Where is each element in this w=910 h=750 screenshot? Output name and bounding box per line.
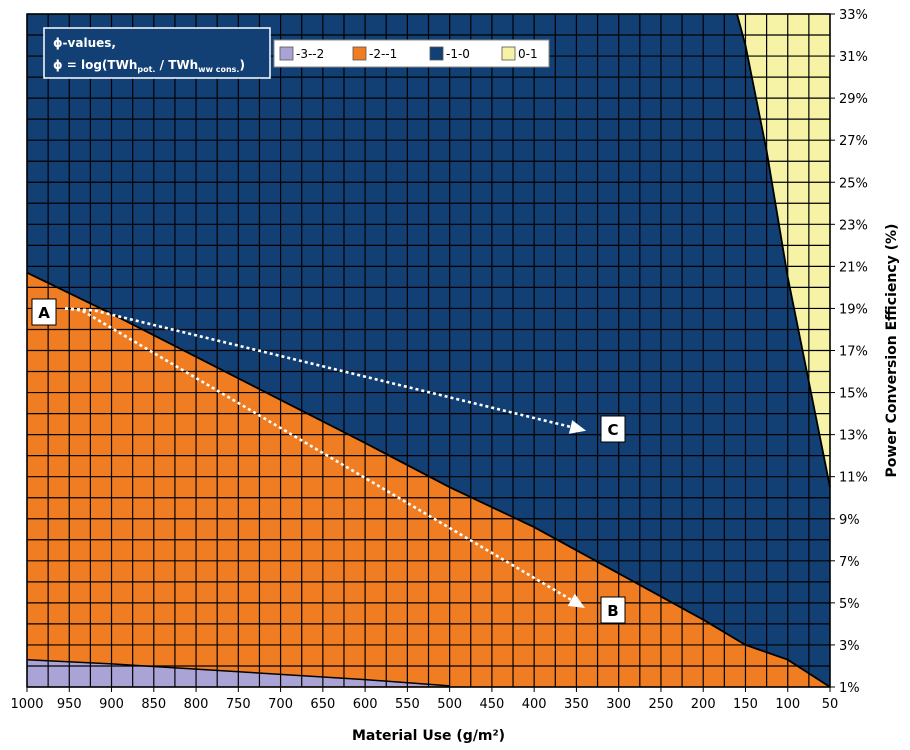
x-tick-label: 600 bbox=[353, 697, 378, 712]
y-tick-label: 9% bbox=[839, 513, 860, 528]
arrowhead-C bbox=[568, 420, 587, 434]
x-tick-label: 450 bbox=[479, 697, 504, 712]
annotation-box-A bbox=[31, 298, 57, 326]
y-tick-label: 25% bbox=[839, 176, 868, 191]
y-tick-label: 3% bbox=[839, 639, 860, 654]
y-tick-label: 33% bbox=[839, 8, 868, 23]
arrowhead-B bbox=[567, 593, 586, 608]
x-tick-label: 1000 bbox=[10, 697, 43, 712]
y-tick-label: 15% bbox=[839, 387, 868, 402]
y-tick-label: 1% bbox=[839, 681, 860, 696]
boundary-lilac-orange bbox=[26, 658, 450, 687]
x-tick-label: 700 bbox=[268, 697, 293, 712]
boundary-navy-yellow bbox=[736, 13, 831, 488]
x-tick-label: 150 bbox=[733, 697, 758, 712]
x-tick-label: 950 bbox=[57, 697, 82, 712]
legend-entry-3: 0-1 bbox=[518, 47, 538, 61]
x-tick-label: 400 bbox=[522, 697, 547, 712]
y-tick-label: 17% bbox=[839, 345, 868, 360]
x-tick-label: 50 bbox=[822, 697, 839, 712]
annotation-label-B: B bbox=[607, 602, 618, 620]
x-tick-label: 250 bbox=[649, 697, 674, 712]
annotation-box-C bbox=[600, 415, 626, 443]
y-tick-label: 19% bbox=[839, 302, 868, 317]
x-tick-label: 800 bbox=[184, 697, 209, 712]
legend-entry-2: -1-0 bbox=[446, 47, 470, 61]
annotations-layer: A B C bbox=[31, 298, 626, 624]
y-tick-label: 21% bbox=[839, 260, 868, 275]
y-tick-label: 31% bbox=[839, 50, 868, 65]
x-tick-label: 850 bbox=[141, 697, 166, 712]
y-tick-label: 13% bbox=[839, 429, 868, 444]
legend: ϕ-values, ϕ = log(TWhpot. / TWhww cons.) -… bbox=[43, 27, 550, 79]
legend-title-box bbox=[43, 27, 271, 79]
x-tick-label: 550 bbox=[395, 697, 420, 712]
legend-swatch-0 bbox=[279, 46, 294, 61]
y-tick-label: 29% bbox=[839, 92, 868, 107]
boundary-orange-navy bbox=[26, 271, 831, 688]
x-axis-ticks: 1000 950 900 850 800 750 700 650 600 550 500 450 400… bbox=[10, 687, 838, 712]
arrow-A-C bbox=[64, 307, 577, 430]
x-tick-label: 300 bbox=[606, 697, 631, 712]
x-tick-label: 750 bbox=[226, 697, 251, 712]
legend-swatch-3 bbox=[501, 46, 516, 61]
annotation-label-A: A bbox=[38, 304, 50, 322]
x-tick-label: 100 bbox=[775, 697, 800, 712]
x-tick-label: 900 bbox=[99, 697, 124, 712]
legend-title-title-mid: / TWh bbox=[155, 58, 198, 72]
y-tick-label: 11% bbox=[839, 471, 868, 486]
x-tick-label: 350 bbox=[564, 697, 589, 712]
legend-title-line1: ϕ-values, bbox=[53, 36, 116, 50]
x-tick-label: 500 bbox=[437, 697, 462, 712]
legend-title-title-sub1: pot. bbox=[137, 65, 155, 74]
boundary-lines bbox=[26, 13, 831, 688]
x-axis-title: Material Use (g/m²) bbox=[352, 728, 505, 744]
y-tick-label: 23% bbox=[839, 218, 868, 233]
y-axis-ticks: 1% 3% 5% 7% 9% 11% 13% 15% 17% 19% 21% 23% 25% 27% 29%… bbox=[830, 8, 868, 696]
legend-title-line2: ϕ = log(TWhpot. / TWhww cons.) bbox=[53, 58, 245, 74]
legend-title-title-line2-prefix: ϕ = log(TWh bbox=[53, 58, 137, 72]
y-tick-label: 5% bbox=[839, 597, 860, 612]
legend-title-title-suffix: ) bbox=[239, 58, 244, 72]
x-tick-label: 200 bbox=[691, 697, 716, 712]
annotation-box-B bbox=[600, 596, 626, 624]
y-tick-label: 27% bbox=[839, 134, 868, 149]
legend-swatch-1 bbox=[352, 46, 367, 61]
legend-title-title-sub2: ww cons. bbox=[198, 65, 239, 74]
legend-entry-1: -2--1 bbox=[369, 47, 397, 61]
legend-swatch-2 bbox=[429, 46, 444, 61]
y-axis-title: Power Conversion Efficiency (%) bbox=[884, 224, 900, 478]
legend-entry-0: -3--2 bbox=[296, 47, 324, 61]
annotation-label-C: C bbox=[607, 421, 618, 439]
y-tick-label: 7% bbox=[839, 555, 860, 570]
arrows-layer bbox=[64, 307, 587, 608]
x-tick-label: 650 bbox=[310, 697, 335, 712]
